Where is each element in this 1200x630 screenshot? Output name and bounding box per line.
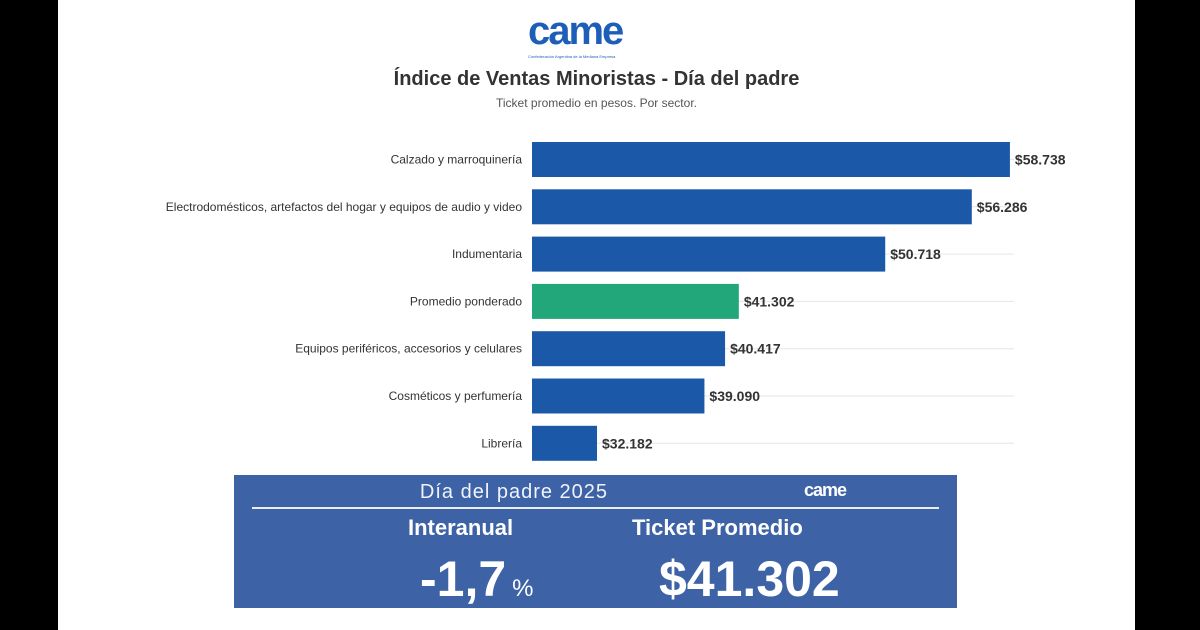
chart-subtitle: Ticket promedio en pesos. Por sector.	[496, 96, 697, 110]
category-label: Librería	[481, 436, 522, 450]
value-label: $39.090	[709, 388, 760, 404]
bar	[532, 425, 598, 461]
logo-text: came	[528, 9, 624, 53]
category-label: Calzado y marroquinería	[391, 153, 523, 167]
category-label: Promedio ponderado	[410, 294, 522, 308]
panel-divider	[252, 507, 939, 509]
bar	[532, 283, 739, 319]
logo-subtext: Confederación Argentina de la Mediana Em…	[528, 54, 616, 59]
value-label: $40.417	[730, 341, 781, 357]
category-label: Electrodomésticos, artefactos del hogar …	[166, 200, 523, 214]
bar	[532, 331, 726, 367]
value-label: $56.286	[977, 199, 1028, 215]
bar-chart: Calzado y marroquinería $58.738 Electrodom…	[166, 142, 1066, 461]
bar	[532, 189, 972, 225]
ticket-label: Ticket Promedio	[632, 515, 803, 540]
chart-canvas: came Confederación Argentina de la Media…	[58, 0, 1135, 630]
interanual-label: Interanual	[408, 515, 514, 540]
interanual-number: -1,7	[420, 551, 507, 607]
panel-logo: came	[804, 480, 847, 500]
interanual-unit: %	[512, 575, 534, 602]
value-label: $32.182	[602, 435, 653, 451]
came-logo: came Confederación Argentina de la Media…	[528, 10, 648, 65]
bar	[532, 142, 1010, 177]
category-label: Equipos periféricos, accesorios y celula…	[295, 342, 522, 356]
category-label: Indumentaria	[452, 247, 522, 261]
summary-panel: Día del padre 2025 came Interanual Ticke…	[234, 475, 957, 608]
bar	[532, 378, 705, 414]
interanual-value: -1,7%	[420, 553, 534, 615]
value-label: $41.302	[744, 293, 795, 309]
bar	[532, 236, 886, 272]
panel-title: Día del padre 2025	[419, 481, 609, 503]
chart-title: Índice de Ventas Minoristas - Día del pa…	[393, 68, 800, 90]
value-label: $50.718	[890, 246, 941, 262]
category-label: Cosméticos y perfumería	[389, 389, 523, 403]
ticket-value: $41.302	[659, 551, 840, 607]
value-label: $58.738	[1015, 152, 1066, 168]
